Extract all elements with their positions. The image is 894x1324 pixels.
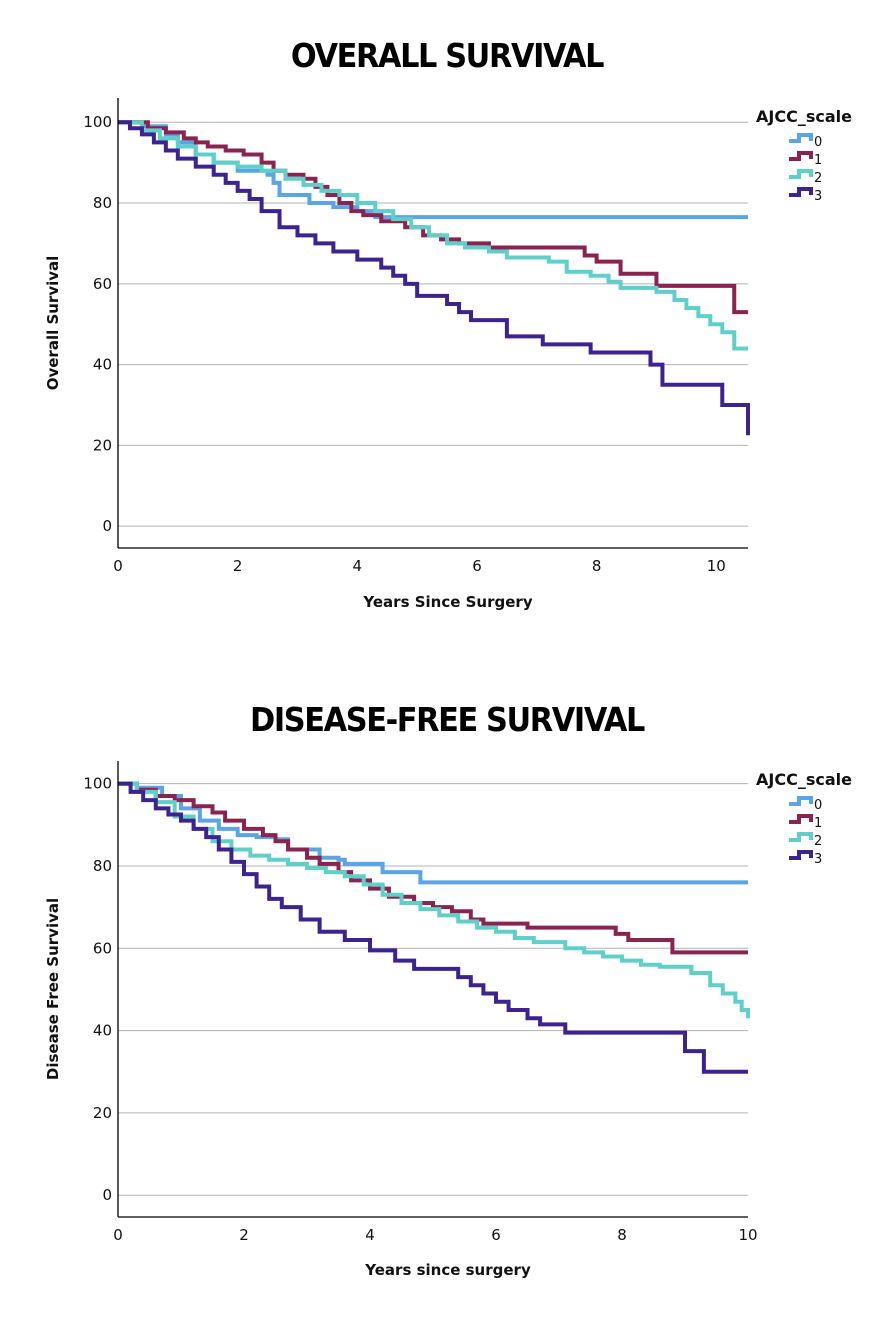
y-tick-label: 60 <box>93 275 112 293</box>
legend-swatch-ajcc-1 <box>789 814 813 824</box>
disease-free-survival-title: DISEASE-FREE SURVIVAL <box>250 700 645 739</box>
series-line-ajcc-0 <box>118 120 748 220</box>
y-tick-label: 100 <box>83 775 112 793</box>
series-line-ajcc-2 <box>118 781 750 1019</box>
x-tick-label: 4 <box>353 557 363 575</box>
y-tick-label: 40 <box>93 1022 112 1040</box>
x-tick-label: 8 <box>617 1226 627 1244</box>
x-tick-label: 8 <box>592 557 602 575</box>
series-line-ajcc-1 <box>118 781 748 955</box>
x-tick-label: 4 <box>365 1226 375 1244</box>
y-axis-title: Disease Free Survival <box>44 898 62 1080</box>
y-tick-label: 20 <box>93 1104 112 1122</box>
legend-label: 0 <box>814 135 822 150</box>
series-line-ajcc-0 <box>118 781 748 885</box>
series-line-ajcc-3 <box>118 120 750 436</box>
legend-swatch-ajcc-2 <box>789 169 813 179</box>
x-tick-label: 6 <box>491 1226 501 1244</box>
x-tick-label: 2 <box>233 557 243 575</box>
legend-swatch-ajcc-1 <box>789 151 813 161</box>
x-tick-label: 6 <box>472 557 482 575</box>
legend-label: 3 <box>814 189 822 204</box>
series-line-ajcc-2 <box>118 120 748 351</box>
legend-title: AJCC_scale <box>756 107 852 126</box>
series-line-ajcc-1 <box>118 120 748 315</box>
legend-title: AJCC_scale <box>756 770 852 789</box>
legend-swatch-ajcc-0 <box>789 133 813 143</box>
legend-label: 1 <box>814 816 822 831</box>
x-tick-label: 10 <box>738 1226 757 1244</box>
x-tick-label: 10 <box>707 557 726 575</box>
legend-swatch-ajcc-2 <box>789 832 813 842</box>
y-tick-label: 80 <box>93 857 112 875</box>
y-tick-label: 100 <box>83 113 112 131</box>
y-tick-label: 40 <box>93 356 112 374</box>
series-line-ajcc-3 <box>118 781 748 1074</box>
overall-survival-title: OVERALL SURVIVAL <box>290 36 605 75</box>
y-tick-label: 80 <box>93 194 112 212</box>
legend-label: 2 <box>814 171 822 186</box>
legend-label: 1 <box>814 153 822 168</box>
y-tick-label: 20 <box>93 436 112 454</box>
x-tick-label: 2 <box>239 1226 249 1244</box>
x-tick-label: 0 <box>113 557 123 575</box>
x-axis-title: Years since surgery <box>364 1261 531 1279</box>
legend-swatch-ajcc-3 <box>789 187 813 197</box>
x-tick-label: 0 <box>113 1226 123 1244</box>
legend-label: 0 <box>814 798 822 813</box>
y-tick-label: 60 <box>93 939 112 957</box>
y-tick-label: 0 <box>102 517 112 535</box>
legend-swatch-ajcc-0 <box>789 796 813 806</box>
legend-label: 2 <box>814 834 822 849</box>
y-tick-label: 0 <box>102 1186 112 1204</box>
x-axis-title: Years Since Surgery <box>362 593 532 611</box>
y-axis-title: Overall Survival <box>44 256 62 391</box>
legend-label: 3 <box>814 852 822 867</box>
legend-swatch-ajcc-3 <box>789 850 813 860</box>
